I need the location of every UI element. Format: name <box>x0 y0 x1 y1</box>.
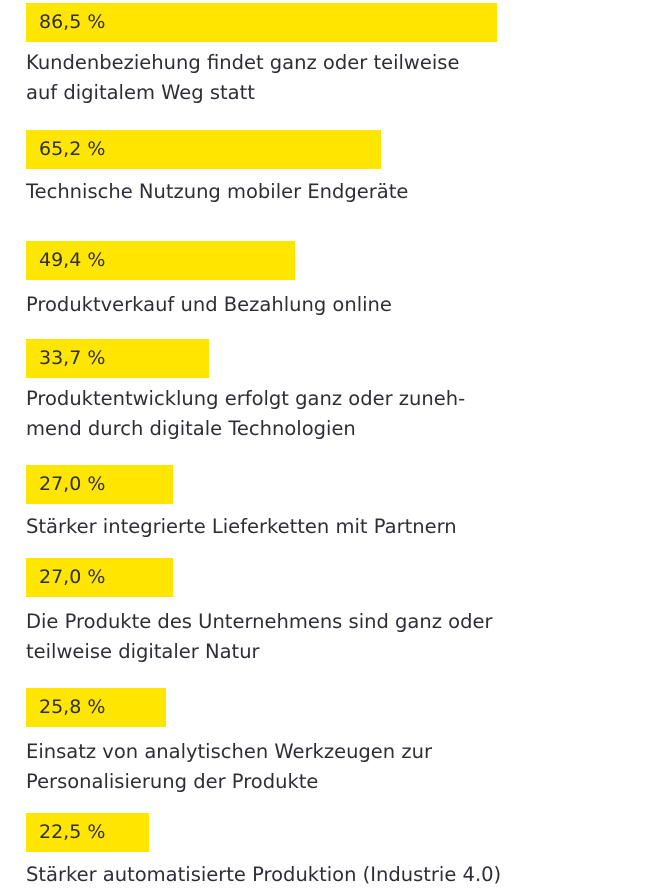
bar-1: 86,5 % <box>26 3 497 42</box>
category-label-2: Technische Nutzung mobiler Endgeräte <box>26 180 409 203</box>
bar-6: 27,0 % <box>26 558 173 597</box>
category-label-4: Produktentwicklung erfolgt ganz oder zun… <box>26 387 466 440</box>
category-label-7: Einsatz von analytischen Werkzeugen zur … <box>26 740 432 793</box>
bar-7: 25,8 % <box>26 688 166 727</box>
category-label-6: Die Produkte des Unternehmens sind ganz … <box>26 610 493 663</box>
bar-5: 27,0 % <box>26 465 173 504</box>
bar-3: 49,4 % <box>26 241 295 280</box>
bar-4: 33,7 % <box>26 339 209 378</box>
category-label-1: Kundenbeziehung findet ganz oder teilwei… <box>26 51 460 104</box>
bar-8: 22,5 % <box>26 813 149 852</box>
category-label-5: Stärker integrierte Lieferketten mit Par… <box>26 515 457 538</box>
category-label-3: Produktverkauf und Bezahlung online <box>26 293 392 316</box>
category-label-8: Stärker automatisierte Produktion (Indus… <box>26 863 502 886</box>
bar-2: 65,2 % <box>26 130 381 169</box>
